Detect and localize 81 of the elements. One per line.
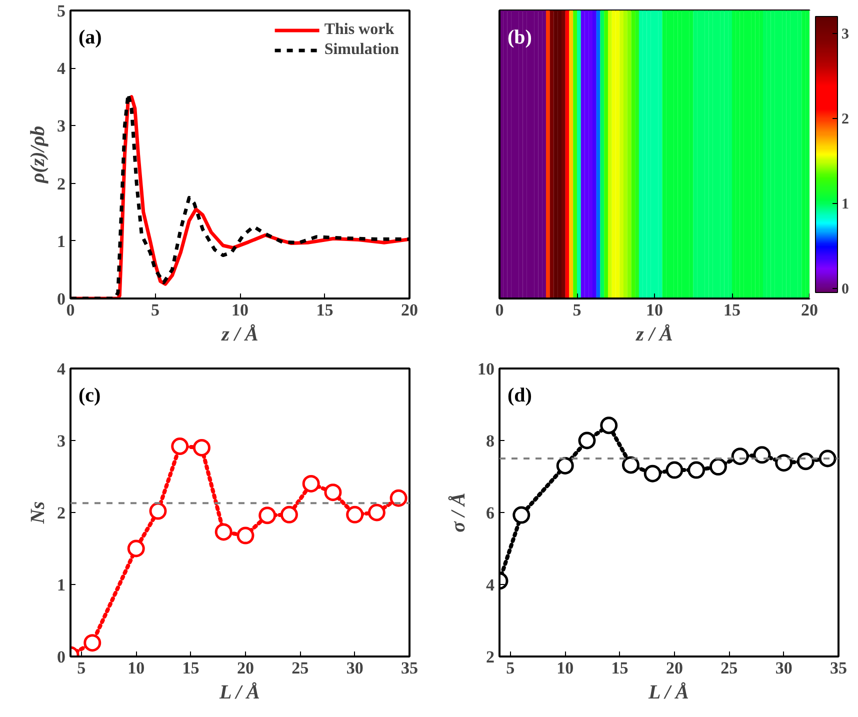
point xyxy=(644,464,662,482)
y-tick-label: 4 xyxy=(57,59,66,78)
annotation: (b) xyxy=(508,26,532,48)
point xyxy=(390,489,408,507)
point xyxy=(214,523,232,541)
x-tick-label: 35 xyxy=(401,658,418,678)
legend-label: This work xyxy=(324,21,394,39)
color-bar-label: 2 xyxy=(842,111,849,128)
x-axis-title: L / Å xyxy=(218,682,260,704)
y-tick-label: 5 xyxy=(57,2,66,20)
x-tick-label: 25 xyxy=(720,658,738,678)
y-tick-label: 1 xyxy=(57,232,66,251)
y-tick-label: 3 xyxy=(57,116,66,136)
y-tick-label: 10 xyxy=(478,360,494,378)
point xyxy=(346,506,364,524)
color-bar-label: 0 xyxy=(842,281,849,298)
y-axis-title: ρ(z)/ρb xyxy=(27,126,49,184)
legend-label: Simulation xyxy=(324,41,399,59)
x-tick-label: 30 xyxy=(346,658,364,678)
x-tick-label: 10 xyxy=(128,658,145,678)
point xyxy=(368,504,386,522)
x-tick-label: 15 xyxy=(611,658,628,678)
x-tick-label: 20 xyxy=(236,658,254,678)
point xyxy=(775,454,793,472)
point xyxy=(556,456,574,474)
point xyxy=(127,540,145,558)
color-bar-label: 3 xyxy=(842,26,849,42)
x-tick-label: 25 xyxy=(292,658,309,678)
point xyxy=(258,506,276,524)
annotation: (d) xyxy=(508,384,532,406)
point xyxy=(192,438,210,456)
x-tick-label: 5 xyxy=(572,300,582,320)
y-tick-label: 2 xyxy=(57,504,66,522)
point xyxy=(149,502,167,520)
x-tick-label: 20 xyxy=(801,300,818,320)
point xyxy=(302,474,320,492)
point xyxy=(578,432,596,450)
point xyxy=(731,448,749,466)
x-tick-label: 20 xyxy=(666,658,683,678)
point xyxy=(818,450,836,468)
x-tick-label: 15 xyxy=(182,658,200,678)
x-tick-label: 5 xyxy=(151,300,160,320)
y-tick-label: 3 xyxy=(57,432,66,450)
x-tick-label: 10 xyxy=(556,658,574,678)
point xyxy=(796,452,814,470)
x-axis-title: z / Å xyxy=(635,324,673,346)
point xyxy=(280,506,298,524)
point xyxy=(324,484,342,502)
y-tick-label: 4 xyxy=(57,360,66,378)
y-tick-label: 1 xyxy=(57,576,66,594)
x-tick-label: 15 xyxy=(724,300,740,320)
y-tick-label: 2 xyxy=(57,174,66,194)
point xyxy=(666,461,684,479)
point xyxy=(512,506,530,524)
annotation: (c) xyxy=(78,384,101,406)
point xyxy=(600,416,618,434)
point xyxy=(622,456,640,474)
x-tick-label: 10 xyxy=(646,300,663,320)
y-axis-title: Ns xyxy=(27,501,49,525)
y-axis-title: σ / Å xyxy=(448,492,470,532)
point xyxy=(84,634,102,652)
x-axis-title: L / Å xyxy=(647,682,689,704)
color-bar-label: 1 xyxy=(842,196,849,212)
point xyxy=(171,438,189,455)
x-tick-label: 30 xyxy=(775,658,792,678)
x-axis-title: z / Å xyxy=(220,324,258,346)
y-tick-label: 6 xyxy=(486,504,494,522)
x-tick-label: 20 xyxy=(401,300,418,320)
x-tick-label: 10 xyxy=(232,300,248,320)
x-tick-label: 5 xyxy=(77,658,86,678)
point xyxy=(709,458,727,476)
x-tick-label: 15 xyxy=(316,300,334,320)
x-tick-label: 5 xyxy=(506,658,515,678)
point xyxy=(688,461,706,479)
y-tick-label: 4 xyxy=(486,576,495,594)
point xyxy=(236,526,254,544)
y-tick-label: 8 xyxy=(486,432,494,450)
x-tick-label: 35 xyxy=(830,658,847,678)
y-tick-label: 2 xyxy=(486,648,494,666)
annotation: (a) xyxy=(78,26,102,48)
point xyxy=(753,446,771,464)
